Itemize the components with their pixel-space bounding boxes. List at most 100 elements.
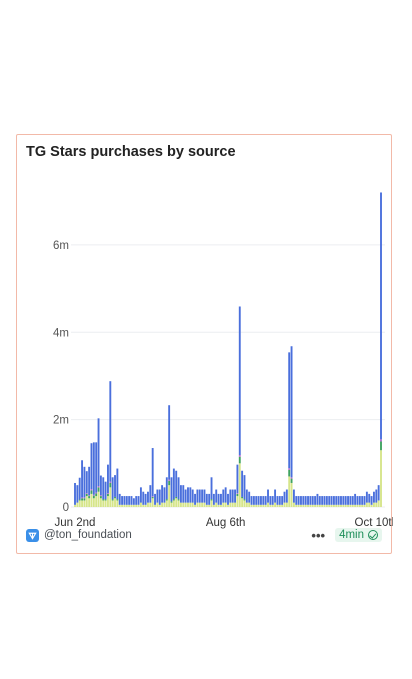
bar-segment[interactable] bbox=[102, 500, 105, 507]
bar-segment[interactable] bbox=[342, 504, 345, 507]
bar-segment[interactable] bbox=[74, 504, 76, 507]
bar-segment[interactable] bbox=[99, 495, 102, 497]
bar-segment[interactable] bbox=[156, 489, 159, 503]
bar-segment[interactable] bbox=[149, 502, 152, 507]
bar-segment[interactable] bbox=[217, 504, 220, 507]
bar-segment[interactable] bbox=[297, 504, 300, 507]
bar-segment[interactable] bbox=[297, 496, 300, 505]
bar-segment[interactable] bbox=[116, 499, 119, 501]
bar-segment[interactable] bbox=[290, 477, 293, 479]
bar-segment[interactable] bbox=[137, 504, 140, 507]
bar-segment[interactable] bbox=[370, 496, 373, 505]
bar-segment[interactable] bbox=[111, 477, 114, 500]
bar-segment[interactable] bbox=[78, 477, 81, 500]
bar-segment[interactable] bbox=[95, 442, 98, 493]
bar-segment[interactable] bbox=[175, 496, 178, 499]
bar-segment[interactable] bbox=[90, 490, 93, 494]
bar-segment[interactable] bbox=[365, 502, 368, 507]
bar-segment[interactable] bbox=[363, 496, 366, 505]
bar-segment[interactable] bbox=[267, 502, 269, 507]
bar-segment[interactable] bbox=[252, 504, 255, 507]
bar-segment[interactable] bbox=[156, 502, 159, 507]
bar-segment[interactable] bbox=[95, 492, 98, 494]
bar-segment[interactable] bbox=[361, 504, 364, 507]
bar-segment[interactable] bbox=[262, 504, 265, 507]
bar-segment[interactable] bbox=[227, 493, 229, 505]
bar-segment[interactable] bbox=[88, 466, 91, 496]
bar-segment[interactable] bbox=[172, 499, 175, 501]
bar-segment[interactable] bbox=[210, 499, 213, 501]
bar-segment[interactable] bbox=[377, 485, 380, 501]
bar-segment[interactable] bbox=[147, 491, 149, 503]
bar-segment[interactable] bbox=[215, 502, 218, 507]
bar-segment[interactable] bbox=[102, 477, 105, 500]
bar-segment[interactable] bbox=[248, 502, 251, 507]
bar-segment[interactable] bbox=[125, 504, 128, 507]
bar-segment[interactable] bbox=[285, 489, 288, 503]
bar-segment[interactable] bbox=[325, 496, 328, 505]
bar-segment[interactable] bbox=[114, 475, 116, 497]
bar-segment[interactable] bbox=[255, 504, 258, 507]
bar-segment[interactable] bbox=[311, 496, 314, 505]
bar-segment[interactable] bbox=[135, 496, 138, 505]
bar-segment[interactable] bbox=[349, 504, 352, 507]
bar-segment[interactable] bbox=[276, 504, 279, 507]
bar-segment[interactable] bbox=[323, 504, 326, 507]
bar-segment[interactable] bbox=[238, 456, 241, 464]
bar-segment[interactable] bbox=[165, 499, 168, 501]
bar-segment[interactable] bbox=[318, 496, 321, 505]
bar-segment[interactable] bbox=[231, 489, 234, 503]
bar-segment[interactable] bbox=[224, 487, 227, 503]
bar-segment[interactable] bbox=[198, 489, 201, 503]
bar-segment[interactable] bbox=[151, 496, 154, 499]
bar-segment[interactable] bbox=[358, 504, 361, 507]
bar-segment[interactable] bbox=[304, 496, 307, 505]
bar-segment[interactable] bbox=[222, 489, 225, 503]
bar-segment[interactable] bbox=[109, 481, 112, 483]
bar-segment[interactable] bbox=[177, 500, 180, 507]
bar-segment[interactable] bbox=[170, 477, 173, 502]
bar-segment[interactable] bbox=[276, 496, 279, 505]
bar-segment[interactable] bbox=[302, 504, 305, 507]
bar-segment[interactable] bbox=[358, 496, 361, 505]
bar-segment[interactable] bbox=[380, 441, 382, 451]
bar-segment[interactable] bbox=[125, 496, 128, 505]
bar-segment[interactable] bbox=[375, 502, 378, 507]
bar-segment[interactable] bbox=[365, 491, 368, 503]
bar-segment[interactable] bbox=[76, 485, 79, 503]
bar-segment[interactable] bbox=[168, 405, 171, 480]
bar-segment[interactable] bbox=[380, 192, 382, 440]
bar-segment[interactable] bbox=[321, 496, 324, 505]
bar-segment[interactable] bbox=[104, 481, 107, 500]
bar-segment[interactable] bbox=[332, 496, 335, 505]
bar-segment[interactable] bbox=[107, 493, 109, 497]
bar-segment[interactable] bbox=[85, 493, 88, 494]
bar-segment[interactable] bbox=[300, 504, 302, 507]
bar-segment[interactable] bbox=[168, 480, 171, 486]
bar-segment[interactable] bbox=[363, 504, 366, 507]
bar-segment[interactable] bbox=[292, 489, 295, 503]
bar-segment[interactable] bbox=[116, 500, 119, 507]
bar-segment[interactable] bbox=[99, 475, 102, 496]
bar-segment[interactable] bbox=[250, 504, 253, 507]
bar-segment[interactable] bbox=[151, 496, 154, 497]
bar-segment[interactable] bbox=[177, 477, 180, 500]
bar-segment[interactable] bbox=[269, 496, 272, 505]
bar-segment[interactable] bbox=[241, 498, 244, 507]
bar-segment[interactable] bbox=[83, 466, 86, 498]
bar-segment[interactable] bbox=[354, 504, 357, 507]
bar-segment[interactable] bbox=[95, 493, 98, 497]
bar-segment[interactable] bbox=[139, 502, 142, 507]
bar-segment[interactable] bbox=[83, 497, 86, 499]
bar-segment[interactable] bbox=[332, 504, 335, 507]
bar-segment[interactable] bbox=[330, 496, 333, 505]
bar-segment[interactable] bbox=[78, 499, 81, 501]
bar-segment[interactable] bbox=[368, 493, 371, 503]
bar-segment[interactable] bbox=[260, 504, 262, 507]
bar-segment[interactable] bbox=[257, 496, 260, 505]
bar-segment[interactable] bbox=[368, 502, 371, 507]
bar-segment[interactable] bbox=[116, 468, 119, 500]
bar-segment[interactable] bbox=[85, 496, 88, 507]
bar-segment[interactable] bbox=[210, 477, 213, 500]
bar-segment[interactable] bbox=[361, 496, 364, 505]
